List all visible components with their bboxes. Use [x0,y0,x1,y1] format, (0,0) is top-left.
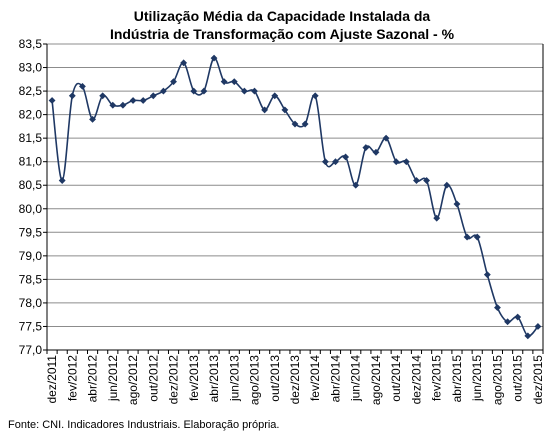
y-tick-label: 79,5 [19,225,43,239]
y-tick-label: 81,0 [19,155,43,169]
data-point [129,97,137,104]
x-tick-label: abr/2013 [207,355,221,403]
y-tick-label: 79,0 [19,249,43,263]
y-tick-label: 83,0 [19,61,43,75]
x-tick-label: dez/2012 [167,355,181,405]
series-line [51,57,539,337]
x-tick-label: out/2013 [268,355,282,402]
y-tick-label: 80,5 [19,178,43,192]
data-point [342,153,350,161]
data-point [534,323,542,330]
data-point [240,87,248,95]
y-axis-ticks: 83,5 83,0 82,5 82,0 81,5 81,0 80,5 80,0 79,5 79,0… [19,37,47,357]
data-point [382,134,390,142]
data-point [58,177,66,184]
x-tick-label: fev/2014 [308,355,322,401]
data-point [524,332,532,340]
data-point [352,181,360,189]
data-point [251,87,258,95]
x-tick-label: jun/2015 [470,355,484,402]
data-point [494,304,501,312]
data-point [159,87,167,95]
data-point [48,97,56,104]
data-point [170,78,177,86]
data-point [504,318,511,326]
data-series [48,54,542,340]
x-tick-label: ago/2013 [248,355,262,405]
x-tick-label: abr/2012 [86,355,100,403]
data-point [271,92,279,100]
x-tick-label: jun/2013 [227,355,241,402]
data-point [443,181,451,189]
x-tick-label: ago/2015 [490,355,504,405]
data-point [149,92,157,100]
x-tick-label: abr/2014 [328,355,342,403]
data-point [190,87,198,95]
x-tick-label: fev/2015 [430,355,444,401]
y-tick-label: 82,0 [19,108,43,122]
x-tick-label: dez/2011 [45,355,59,404]
chart-subtitle: Indústria de Transformação com Ajuste Sa… [110,26,455,42]
y-tick-label: 82,5 [19,84,43,98]
x-tick-label: fev/2013 [187,355,201,401]
data-point [119,101,127,109]
data-point [362,144,370,151]
data-point [301,120,309,128]
y-tick-label: 78,5 [19,272,43,286]
data-point [281,106,289,114]
data-point [210,54,218,62]
y-tick-label: 77,0 [19,343,43,357]
data-point [79,82,86,90]
data-point [372,148,380,156]
x-tick-label: jun/2014 [349,355,363,402]
y-tick-label: 81,5 [19,131,43,145]
y-tick-label: 80,0 [19,202,43,216]
data-point [332,158,339,166]
x-tick-label: out/2014 [389,355,403,402]
data-point [402,158,410,166]
data-point [453,200,461,208]
data-point [514,313,522,321]
data-point [89,115,96,123]
data-point [139,97,147,104]
x-tick-label: out/2015 [511,355,525,402]
x-tick-label: dez/2015 [531,355,545,405]
x-tick-label: ago/2014 [369,355,383,405]
data-point [200,87,208,95]
x-axis-ticks: dez/2011 fev/2012 abr/2012 jun/2012 ago/2012… [45,350,545,405]
x-tick-label: fev/2012 [65,355,79,401]
data-point [109,101,117,109]
x-tick-label: abr/2015 [450,355,464,403]
data-point [311,92,319,100]
y-tick-label: 78,0 [19,296,43,310]
grid-lines [47,43,543,351]
data-point [291,120,299,128]
y-tick-label: 77,5 [19,319,43,333]
data-point [68,92,76,100]
data-point [261,106,269,114]
data-point [433,214,441,222]
axes [46,44,544,351]
data-point [180,59,188,67]
data-point [483,271,491,279]
data-point [463,233,471,241]
chart-title: Utilização Média da Capacidade Instalada… [134,8,431,24]
x-tick-label: jun/2012 [106,355,120,402]
data-point [392,158,400,166]
data-point [413,177,420,184]
y-tick-label: 83,5 [19,37,43,51]
x-tick-label: dez/2013 [288,355,302,405]
data-point [230,78,238,86]
data-point [473,233,481,241]
data-point [220,78,228,86]
data-point [321,158,329,166]
data-point [99,92,107,100]
x-tick-label: ago/2012 [126,355,140,405]
x-tick-label: out/2012 [146,355,160,402]
data-point [423,177,431,184]
x-tick-label: dez/2014 [409,355,423,405]
source-note: Fonte: CNI. Indicadores Industriais. Ela… [8,419,279,431]
